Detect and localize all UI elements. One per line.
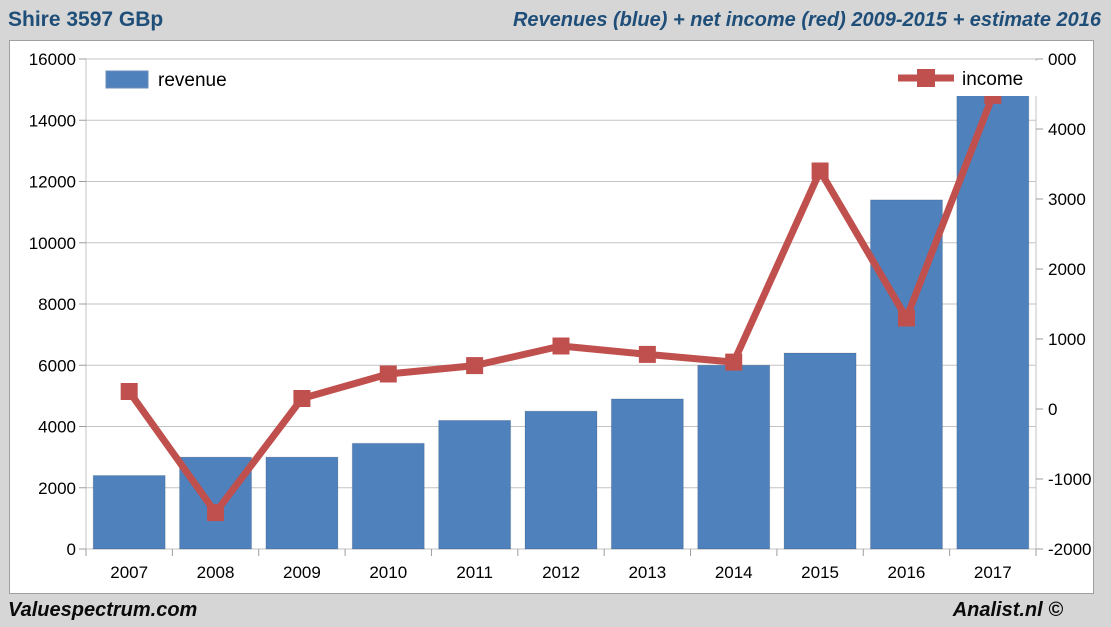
x-axis-label: 2010	[369, 563, 407, 582]
income-marker-2009	[293, 390, 311, 407]
income-marker-2014	[725, 353, 743, 371]
income-marker-2015	[811, 162, 829, 180]
left-axis-tick-label: 2000	[38, 479, 76, 498]
right-axis-tick-label: 000	[1048, 50, 1076, 69]
x-axis-label: 2008	[197, 563, 235, 582]
right-axis-tick-label: 0	[1048, 400, 1057, 419]
left-axis-tick-label: 10000	[29, 234, 76, 253]
revenue-bar-2010	[351, 442, 425, 550]
left-axis-tick-label: 4000	[38, 418, 76, 437]
right-axis-tick-label: 2000	[1048, 260, 1086, 279]
legend-income-label: income	[962, 69, 1023, 90]
left-axis-tick-label: 8000	[38, 295, 76, 314]
source-right: Analist.nl ©	[952, 598, 1063, 621]
x-axis-label: 2016	[888, 563, 926, 582]
chart-title: Revenues (blue) + net income (red) 2009-…	[512, 8, 1101, 31]
revenue-bar-2011	[438, 419, 512, 550]
x-axis-label: 2011	[456, 563, 493, 582]
revenue-bar-2013	[610, 398, 684, 550]
right-axis-tick-label: -2000	[1048, 540, 1091, 559]
legend-income-marker-glyph	[917, 69, 935, 87]
x-axis-label: 2017	[974, 563, 1012, 582]
legend-revenue-swatch	[105, 70, 149, 89]
revenue-bar-2009	[265, 456, 339, 550]
x-axis-label: 2013	[628, 563, 666, 582]
income-marker-2011	[466, 357, 484, 375]
right-axis-tick-label: 4000	[1048, 120, 1086, 139]
x-axis-label: 2012	[542, 563, 580, 582]
x-axis-label: 2015	[801, 563, 839, 582]
right-axis-tick-label: 3000	[1048, 190, 1086, 209]
instrument-title: Shire 3597 GBp	[8, 8, 164, 31]
x-axis-label: 2007	[110, 563, 148, 582]
income-marker-2013	[638, 345, 656, 363]
income-marker-2008	[207, 504, 225, 522]
income-marker-2016	[897, 309, 915, 327]
legend-revenue-label: revenue	[158, 70, 227, 91]
x-axis-label: 2014	[715, 563, 753, 582]
chart-svg: revenue income160001400012000100008000600…	[29, 50, 1092, 582]
chart-header: Shire 3597 GBp Revenues (blue) + net inc…	[0, 0, 1111, 40]
source-left: Valuespectrum.com	[8, 598, 198, 621]
right-axis-tick-label: 1000	[1048, 330, 1086, 349]
left-axis-tick-label: 0	[67, 540, 76, 559]
revenue-bar-2012	[524, 410, 598, 550]
revenue-bar-2014	[697, 364, 771, 550]
revenue-bar-2017	[956, 92, 1030, 550]
left-axis-tick-label: 14000	[29, 111, 76, 130]
left-axis-tick-label: 6000	[38, 356, 76, 375]
left-axis-tick-label: 12000	[29, 173, 76, 192]
chart-footer: Valuespectrum.com Analist.nl ©	[0, 595, 1111, 627]
right-axis-tick-label: -1000	[1048, 470, 1091, 489]
revenue-bar-2008	[179, 456, 253, 550]
income-marker-2007	[120, 383, 138, 400]
left-axis-tick-label: 16000	[29, 50, 76, 69]
income-marker-2010	[379, 365, 397, 383]
revenue-bar-2007	[92, 475, 166, 550]
chart-area: revenue income 16000 14000 12000 10000 8000 600…	[9, 40, 1094, 594]
income-marker-2012	[552, 337, 570, 355]
revenue-bar-2015	[783, 352, 857, 550]
x-axis-label: 2009	[283, 563, 321, 582]
